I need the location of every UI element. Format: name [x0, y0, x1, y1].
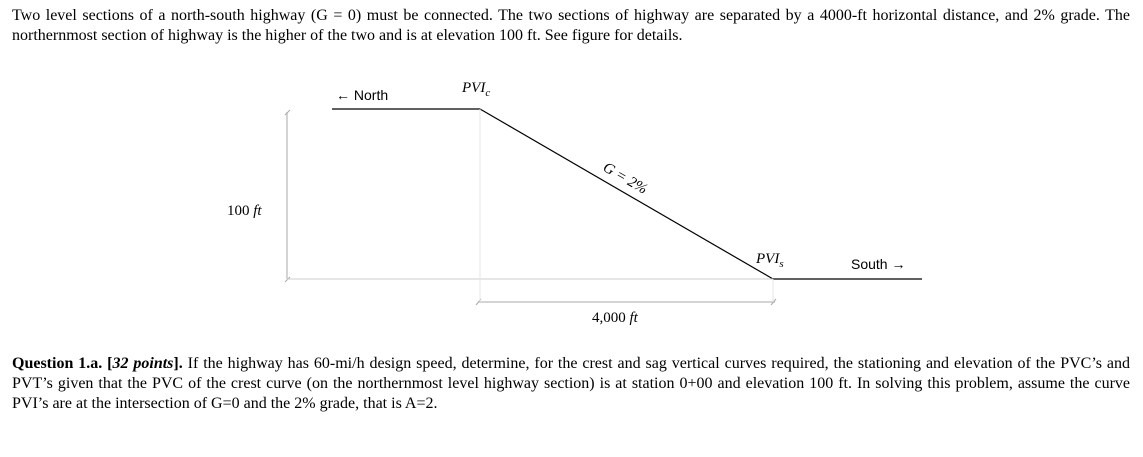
vertical-dimension-tick-top — [284, 109, 291, 116]
problem-intro: Two level sections of a north-south high… — [12, 7, 1130, 44]
south-label: South → — [851, 256, 905, 272]
question-text: If the highway has 60-mi/h design speed,… — [12, 355, 1130, 412]
question-label: Question 1.a. — [12, 355, 103, 372]
horizontal-dimension-label: 4,000 ft — [592, 310, 639, 326]
grade-label: G = 2% — [600, 160, 650, 198]
grade-line — [479, 108, 774, 280]
north-label: ← North — [336, 87, 388, 103]
question-points: 32 points — [112, 355, 174, 372]
pvis-label: PVIs — [755, 251, 784, 270]
points-open: [ — [107, 355, 113, 372]
pvic-label: PVIc — [461, 80, 490, 99]
points-close: ]. — [173, 355, 183, 372]
question-1a: Question 1.a. [32 points]. If the highwa… — [12, 354, 1130, 414]
vertical-dimension-label: 100 ft — [227, 203, 262, 219]
